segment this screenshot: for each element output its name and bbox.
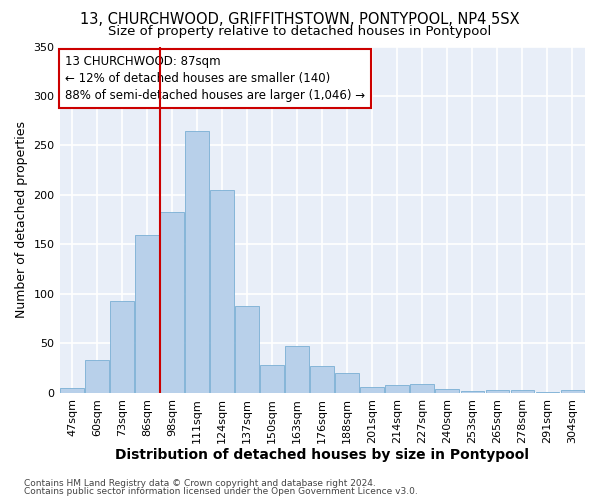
Bar bbox=[210, 190, 234, 393]
Bar bbox=[135, 234, 159, 393]
Bar bbox=[235, 306, 259, 393]
Bar bbox=[60, 388, 84, 393]
Bar bbox=[511, 390, 535, 393]
Text: Contains HM Land Registry data © Crown copyright and database right 2024.: Contains HM Land Registry data © Crown c… bbox=[24, 479, 376, 488]
Bar bbox=[385, 385, 409, 393]
Bar bbox=[185, 130, 209, 393]
Bar bbox=[310, 366, 334, 393]
Text: Size of property relative to detached houses in Pontypool: Size of property relative to detached ho… bbox=[109, 25, 491, 38]
Bar bbox=[335, 373, 359, 393]
Bar bbox=[260, 365, 284, 393]
Text: 13 CHURCHWOOD: 87sqm
← 12% of detached houses are smaller (140)
88% of semi-deta: 13 CHURCHWOOD: 87sqm ← 12% of detached h… bbox=[65, 55, 365, 102]
Bar bbox=[85, 360, 109, 393]
Bar bbox=[536, 392, 559, 393]
Bar bbox=[436, 389, 459, 393]
X-axis label: Distribution of detached houses by size in Pontypool: Distribution of detached houses by size … bbox=[115, 448, 529, 462]
Bar bbox=[485, 390, 509, 393]
Y-axis label: Number of detached properties: Number of detached properties bbox=[15, 121, 28, 318]
Bar bbox=[361, 387, 384, 393]
Bar bbox=[560, 390, 584, 393]
Bar bbox=[410, 384, 434, 393]
Text: Contains public sector information licensed under the Open Government Licence v3: Contains public sector information licen… bbox=[24, 487, 418, 496]
Bar bbox=[110, 301, 134, 393]
Bar bbox=[461, 391, 484, 393]
Bar bbox=[286, 346, 309, 393]
Bar bbox=[160, 212, 184, 393]
Text: 13, CHURCHWOOD, GRIFFITHSTOWN, PONTYPOOL, NP4 5SX: 13, CHURCHWOOD, GRIFFITHSTOWN, PONTYPOOL… bbox=[80, 12, 520, 28]
